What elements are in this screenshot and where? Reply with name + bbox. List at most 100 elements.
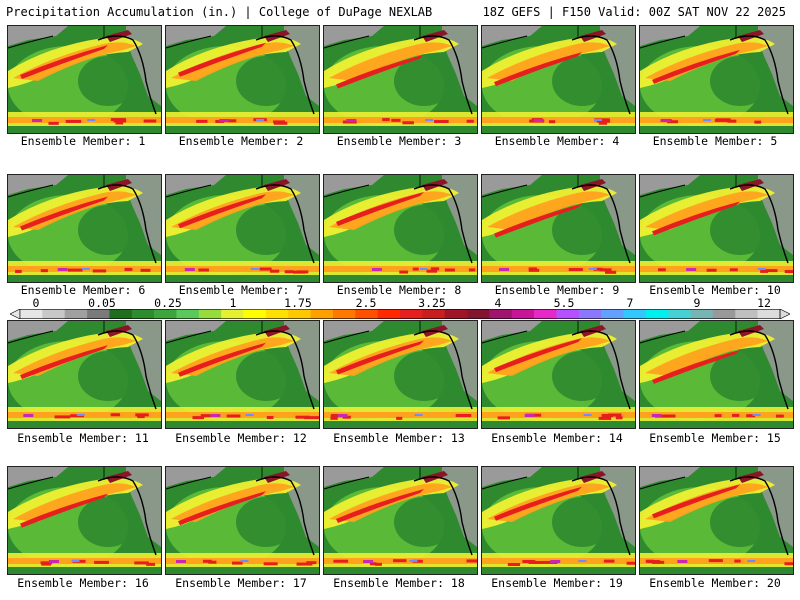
precip-core <box>583 414 592 416</box>
precip-core <box>754 120 762 124</box>
precip-band <box>329 42 452 81</box>
precip-core <box>497 416 511 420</box>
precip-band <box>166 266 319 272</box>
precip-core <box>541 560 558 564</box>
land-region <box>324 321 384 341</box>
coastline <box>482 35 528 49</box>
colorbar-segment <box>511 309 535 319</box>
colorbar-tick-label: 12 <box>757 296 771 310</box>
map-panel <box>7 466 162 575</box>
precip-core <box>92 269 107 273</box>
colorbar-tick-label: 3.25 <box>418 296 446 310</box>
precip-core <box>652 201 740 236</box>
land-region <box>8 26 68 46</box>
precip-map <box>324 321 477 428</box>
precip-core <box>645 559 654 563</box>
colorbar-segment <box>422 309 446 319</box>
colorbar-segment <box>176 309 200 319</box>
coastline <box>324 330 370 344</box>
precip-core <box>430 267 440 271</box>
precip-map <box>482 175 635 282</box>
precip-band <box>166 412 319 418</box>
map-panel <box>481 25 636 134</box>
precip-core <box>652 349 740 384</box>
map-panel <box>323 174 478 283</box>
precip-core <box>48 560 59 563</box>
colorbar-tick-label: 1 <box>229 296 237 310</box>
member-label: Ensemble Member: 5 <box>652 134 778 148</box>
coastline <box>166 330 212 344</box>
precip-core <box>20 196 108 231</box>
precip-core <box>232 561 243 565</box>
member-label: Ensemble Member: 6 <box>20 283 146 297</box>
precip-core <box>425 119 434 121</box>
colorbar-segment <box>243 309 267 319</box>
precip-core <box>652 49 740 84</box>
land-region <box>324 467 384 487</box>
colorbar-segment <box>534 309 557 319</box>
coastline <box>255 476 315 556</box>
precip-map <box>324 26 477 133</box>
land-region <box>482 26 542 46</box>
precip-core <box>146 562 156 566</box>
land-region <box>640 321 700 341</box>
precip-map <box>166 175 319 282</box>
precip-band <box>482 266 635 272</box>
coastline <box>571 330 631 410</box>
colorbar-tick-label: 1.75 <box>284 296 312 310</box>
colorbar-segment <box>623 309 647 319</box>
precip-core <box>603 559 615 563</box>
colorbar-segment <box>489 309 513 319</box>
precip-zone <box>78 351 138 401</box>
map-panel <box>165 466 320 575</box>
precip-core <box>714 118 728 122</box>
coastline <box>8 184 54 198</box>
member-label: Ensemble Member: 15 <box>649 431 781 445</box>
precip-band <box>166 117 319 123</box>
colorbar-tick-label: 0.05 <box>88 296 116 310</box>
coastline <box>413 184 473 264</box>
precip-zone <box>236 205 296 255</box>
precip-core <box>494 203 582 238</box>
precip-core <box>330 416 338 420</box>
coastline <box>166 476 212 490</box>
precip-core <box>419 268 428 270</box>
precip-core <box>176 560 187 563</box>
land-region <box>8 175 68 195</box>
precip-map <box>482 321 635 428</box>
run-info: 18Z GEFS | F150 Valid: 00Z SAT NOV 22 20… <box>482 5 786 19</box>
precip-core <box>245 414 254 416</box>
member-label: Ensemble Member: 10 <box>649 283 781 297</box>
colorbar-tick-label: 0.25 <box>154 296 182 310</box>
precip-core <box>494 338 582 373</box>
precip-band <box>487 42 610 81</box>
precip-core <box>594 119 603 121</box>
precip-core <box>266 415 274 419</box>
coastline <box>97 35 157 115</box>
colorbar-segment <box>221 309 244 319</box>
precip-core <box>533 119 544 122</box>
member-label: Ensemble Member: 9 <box>494 283 620 297</box>
precip-zone <box>710 497 770 547</box>
precip-core <box>20 493 108 528</box>
precip-core <box>757 268 766 270</box>
colorbar-segment <box>154 309 177 319</box>
map-panel <box>165 174 320 283</box>
coastline <box>324 476 370 490</box>
precip-core <box>346 119 357 122</box>
coastline <box>571 184 631 264</box>
precip-zone <box>236 56 296 106</box>
coastline <box>97 476 157 556</box>
precip-core <box>382 118 390 122</box>
colorbar-segment <box>712 309 736 319</box>
precip-core <box>202 559 212 563</box>
precip-zone <box>552 497 612 547</box>
map-panel <box>481 174 636 283</box>
colorbar-segment <box>735 309 758 319</box>
map-title: Precipitation Accumulation (in.) | Colle… <box>6 5 433 19</box>
colorbar-tick-label: 9 <box>693 296 701 310</box>
precip-core <box>342 120 357 124</box>
coastline <box>324 184 370 198</box>
precip-core <box>269 269 280 273</box>
precip-zone <box>78 497 138 547</box>
